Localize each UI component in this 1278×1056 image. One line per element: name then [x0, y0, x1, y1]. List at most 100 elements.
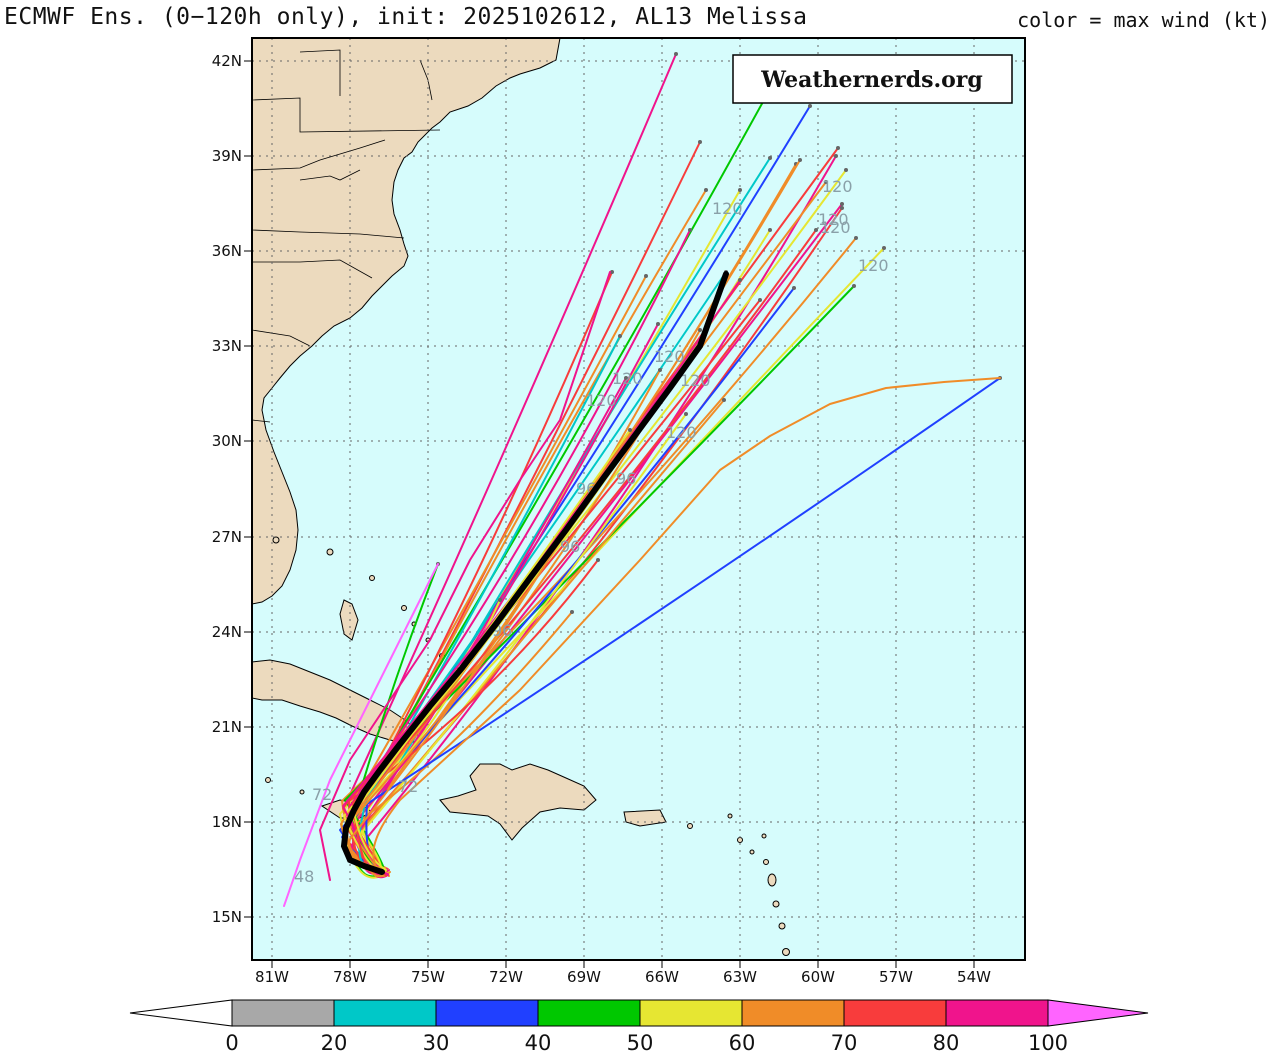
track-end-point	[738, 278, 742, 282]
lat-tick-label: 33N	[212, 337, 242, 355]
lat-tick-label: 36N	[212, 242, 242, 260]
ensemble-member-track	[351, 563, 439, 875]
colorbar-tick-label: 40	[525, 1031, 552, 1055]
watermark-text: Weathernerds.org	[760, 67, 983, 93]
hour-label: 96	[616, 469, 636, 488]
lon-tick-label: 72W	[489, 968, 523, 986]
colorbar-tick-label: 30	[423, 1031, 450, 1055]
hour-label: 120	[654, 347, 685, 366]
track-end-point	[854, 236, 858, 240]
lon-tick-label: 57W	[879, 968, 913, 986]
track-end-point	[840, 202, 844, 206]
ensemble-member-track	[372, 377, 1001, 873]
hour-label: 120	[820, 218, 851, 237]
colorbar-tick-label: 80	[933, 1031, 960, 1055]
colorbar-low-arrow	[129, 999, 233, 1027]
track-end-point	[704, 188, 708, 192]
lat-tick-label: 42N	[212, 52, 242, 70]
track-end-point	[684, 412, 688, 416]
lon-tick-label: 63W	[723, 968, 757, 986]
hour-label: 120	[680, 371, 711, 390]
colorbar-tick-label: 50	[627, 1031, 654, 1055]
lon-tick-label: 60W	[801, 968, 835, 986]
forecast-hour-labels: 120 120 120 120 120 120 120 120 120 120 …	[294, 177, 889, 886]
colorbar-segment	[843, 999, 947, 1027]
track-end-point	[644, 274, 648, 278]
ensemble-mean-track	[340, 271, 729, 875]
colorbar-tick-label: 70	[831, 1031, 858, 1055]
track-end-point	[844, 168, 848, 172]
map-frame	[251, 37, 1026, 961]
ensemble-member-track	[348, 369, 661, 869]
lon-tick-label: 69W	[567, 968, 601, 986]
lon-tick-label: 54W	[957, 968, 991, 986]
colorbar-high-arrow	[1047, 999, 1149, 1027]
lat-tick-label: 30N	[212, 432, 242, 450]
hour-label: 120	[858, 256, 889, 275]
colorbar-segment	[231, 999, 335, 1027]
colorbar-segment	[435, 999, 539, 1027]
hour-label: 72	[398, 777, 418, 796]
colorbar-tick-label: 0	[225, 1031, 238, 1055]
track-end-point	[840, 206, 844, 210]
track-end-point	[808, 104, 812, 108]
lon-tick-label: 81W	[255, 968, 289, 986]
lesser-antilles	[687, 813, 790, 956]
track-end-point	[722, 398, 726, 402]
track-end-point	[658, 368, 662, 372]
hour-label: 48	[294, 867, 314, 886]
lat-tick-label: 39N	[212, 147, 242, 165]
hour-label: 120	[586, 391, 617, 410]
track-end-point	[824, 180, 828, 184]
track-end-point	[758, 298, 762, 302]
lat-tick-label: 18N	[212, 813, 242, 831]
track-end-point	[656, 322, 660, 326]
lat-tick-label: 21N	[212, 718, 242, 736]
track-end-point	[628, 428, 632, 432]
track-end-point	[618, 334, 622, 338]
colorbar-tick-label: 20	[321, 1031, 348, 1055]
hour-label: 120	[818, 210, 849, 229]
land-layer	[252, 38, 790, 956]
colorbar-segment	[333, 999, 437, 1027]
track-end-point	[768, 156, 772, 160]
track-end-point	[834, 154, 838, 158]
puerto-rico	[623, 809, 667, 827]
us-landmass	[252, 38, 561, 605]
track-end-point	[688, 228, 692, 232]
lon-tick-label: 66W	[645, 968, 679, 986]
track-end-point	[624, 376, 628, 380]
track-end-point	[792, 286, 796, 290]
watermark-box: Weathernerds.org	[732, 54, 1013, 104]
track-end-point	[814, 228, 818, 232]
hour-label: 96	[560, 537, 580, 556]
lon-tick-label: 78W	[333, 968, 367, 986]
track-end-point	[596, 558, 600, 562]
colorbar-tick-label: 100	[1028, 1031, 1068, 1055]
hour-label: 120	[712, 199, 743, 218]
track-end-point	[570, 610, 574, 614]
track-end-point	[836, 146, 840, 150]
track-end-point	[738, 188, 742, 192]
bahamas-andros	[339, 599, 359, 641]
colorbar-segment	[741, 999, 845, 1027]
lon-tick-label: 75W	[411, 968, 445, 986]
longitude-labels: 81W 78W 75W 72W 69W 66W 63W 60W 57W 54W	[255, 960, 991, 986]
hour-label: 72	[312, 785, 332, 804]
hour-label: 120	[822, 177, 853, 196]
latitude-labels: 42N 39N 36N 33N 30N 27N 24N 21N 18N 15N	[212, 52, 252, 926]
track-end-point	[498, 598, 502, 602]
wind-colorbar: 0 20 30 40 50 60 70 80 100	[129, 999, 1149, 1055]
ensemble-member-track	[319, 271, 611, 881]
hour-label: 120	[612, 369, 643, 388]
track-end-point	[768, 228, 772, 232]
lat-tick-label: 24N	[212, 623, 242, 641]
track-end-point	[852, 284, 856, 288]
colorbar-segment	[537, 999, 641, 1027]
ensemble-member-track	[283, 563, 439, 907]
colorbar-tick-label: 60	[729, 1031, 756, 1055]
lat-tick-label: 15N	[212, 908, 242, 926]
track-end-point	[798, 158, 802, 162]
track-end-point	[674, 52, 678, 56]
chart-title: ECMWF Ens. (0−120h only), init: 20251026…	[4, 4, 808, 30]
